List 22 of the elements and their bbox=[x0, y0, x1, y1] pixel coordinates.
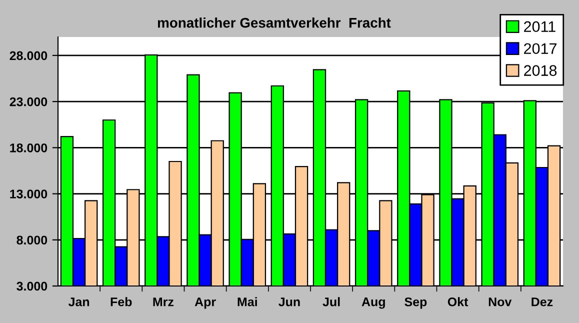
y-tick-label: 23.000 bbox=[10, 97, 48, 106]
x-tick-label: Okt bbox=[448, 297, 468, 306]
y-tick-label: 18.000 bbox=[10, 143, 48, 152]
x-tick-label: Mai bbox=[238, 297, 257, 306]
legend-label: 2011 bbox=[524, 21, 556, 32]
legend-label: 2017 bbox=[524, 43, 556, 54]
x-tick-label: Feb bbox=[110, 297, 132, 306]
x-tick-label: Jul bbox=[322, 297, 340, 306]
x-tick-label: Aug bbox=[362, 298, 385, 309]
y-tick-label: 8.000 bbox=[16, 236, 48, 245]
x-tick-label: Jun bbox=[278, 298, 300, 306]
x-tick-label: Apr bbox=[194, 298, 216, 309]
y-tick-label: 3.000 bbox=[16, 282, 48, 291]
legend-label: 2018 bbox=[524, 65, 557, 76]
x-tick-label: Dez bbox=[532, 298, 553, 306]
chart-title: monatlicher Gesamtverkehr Fracht bbox=[158, 18, 391, 28]
y-tick-label: 13.000 bbox=[10, 190, 48, 198]
x-tick-label: Nov bbox=[488, 298, 512, 306]
x-tick-label: Mrz bbox=[153, 298, 174, 306]
x-tick-label: Sep bbox=[404, 297, 427, 309]
y-tick-label: 28.000 bbox=[10, 51, 48, 60]
x-tick-label: Jan bbox=[68, 298, 90, 306]
